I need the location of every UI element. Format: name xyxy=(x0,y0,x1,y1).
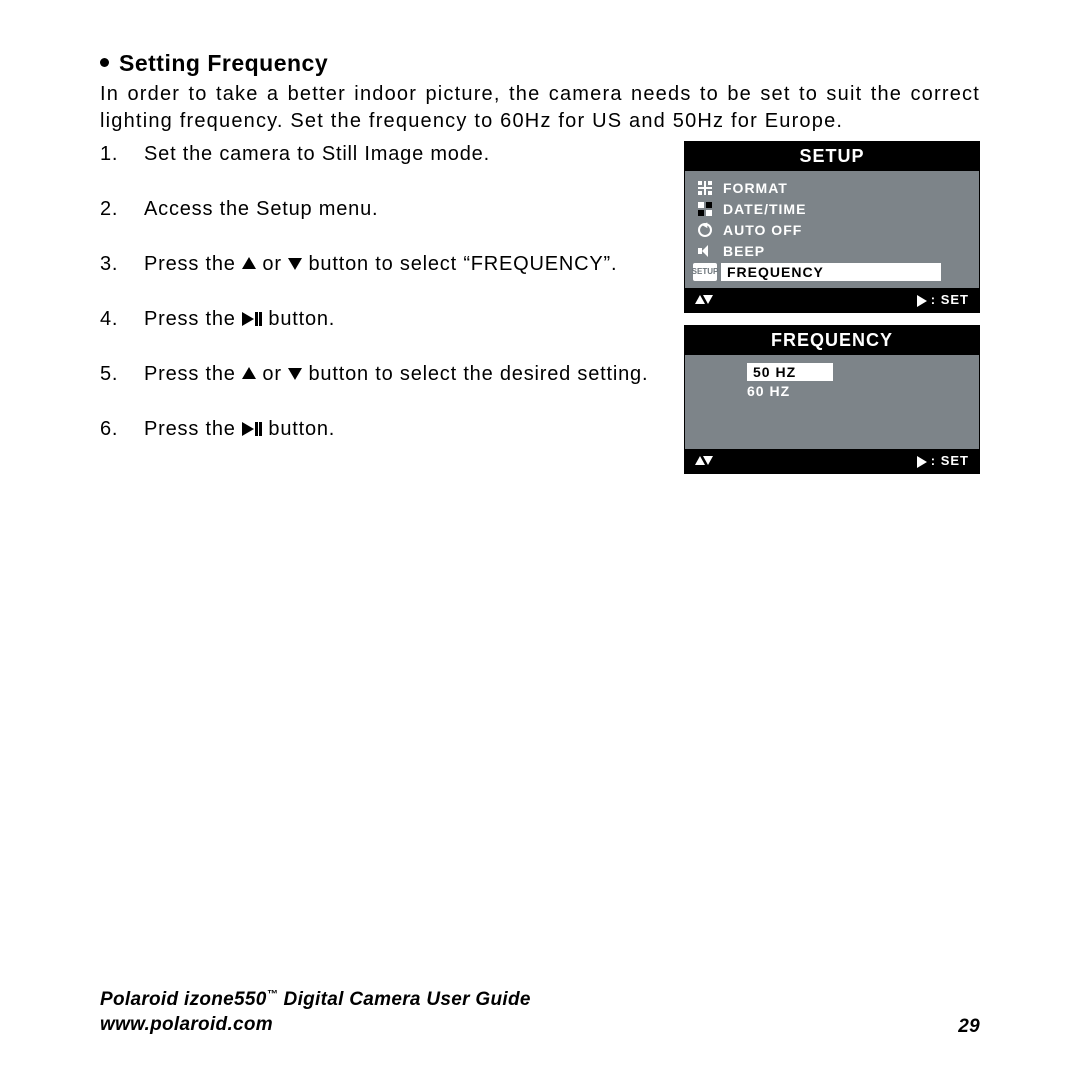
lcd-setup-body: FORMATDATE/TIMEAUTO OFFBEEPSETUPFREQUENC… xyxy=(685,171,979,288)
heading-text: Setting Frequency xyxy=(119,50,328,76)
down-arrow-icon xyxy=(288,258,302,270)
steps-list: 1.Set the camera to Still Image mode. 2.A… xyxy=(100,141,660,471)
lcd-setup-footer: : SET xyxy=(685,288,979,312)
footer-set-text: SET xyxy=(941,453,969,468)
setup-icon: SETUP xyxy=(693,263,717,281)
step-item: 1.Set the camera to Still Image mode. xyxy=(100,141,660,168)
menu-label: AUTO OFF xyxy=(717,222,971,238)
intro-paragraph: In order to take a better indoor picture… xyxy=(100,81,980,135)
menu-item-frequency: SETUPFREQUENCY xyxy=(693,261,971,282)
page-footer: Polaroid izone550™ Digital Camera User G… xyxy=(100,987,980,1038)
updown-icon xyxy=(695,456,713,465)
down-arrow-icon xyxy=(288,368,302,380)
freq-option-60-hz: 60 HZ xyxy=(747,383,971,399)
step-text: Press the button. xyxy=(144,306,660,333)
step-number: 3. xyxy=(100,251,144,278)
menu-item-date-time: DATE/TIME xyxy=(693,198,971,219)
step-text: Press the or button to select “FREQUENCY… xyxy=(144,251,660,278)
lcd-setup: SETUP FORMATDATE/TIMEAUTO OFFBEEPSETUPFR… xyxy=(684,141,980,313)
up-arrow-icon xyxy=(242,257,256,269)
datetime-icon xyxy=(693,202,717,216)
lcd-frequency-title: FREQUENCY xyxy=(685,326,979,355)
right-icon xyxy=(917,456,927,468)
step-number: 6. xyxy=(100,416,144,443)
step-number: 2. xyxy=(100,196,144,223)
footer-left: Polaroid izone550™ Digital Camera User G… xyxy=(100,987,531,1038)
footer-product: Polaroid izone550 xyxy=(100,989,267,1010)
menu-item-auto-off: AUTO OFF xyxy=(693,219,971,240)
step-text: Access the Setup menu. xyxy=(144,196,660,223)
lcd-screenshots: SETUP FORMATDATE/TIMEAUTO OFFBEEPSETUPFR… xyxy=(684,141,980,486)
footer-url: www.polaroid.com xyxy=(100,1012,531,1038)
up-arrow-icon xyxy=(242,367,256,379)
footer-suffix: Digital Camera User Guide xyxy=(278,989,531,1010)
step-item: 2.Access the Setup menu. xyxy=(100,196,660,223)
step-text: Press the button. xyxy=(144,416,660,443)
beep-icon xyxy=(693,245,717,257)
step-item: 6.Press the button. xyxy=(100,416,660,443)
updown-icon xyxy=(695,295,713,304)
menu-item-beep: BEEP xyxy=(693,240,971,261)
page-number: 29 xyxy=(958,1016,980,1038)
bullet-icon xyxy=(100,58,109,67)
step-number: 5. xyxy=(100,361,144,388)
menu-label: FREQUENCY xyxy=(721,263,941,281)
lcd-frequency-body: 50 HZ 60 HZ xyxy=(685,355,979,449)
menu-label: DATE/TIME xyxy=(717,201,971,217)
footer-set: : SET xyxy=(917,292,969,307)
step-item: 5.Press the or button to select the desi… xyxy=(100,361,660,388)
right-icon xyxy=(917,295,927,307)
step-text: Press the or button to select the desire… xyxy=(144,361,660,388)
lcd-frequency: FREQUENCY 50 HZ 60 HZ : SET xyxy=(684,325,980,474)
step-item: 4.Press the button. xyxy=(100,306,660,333)
step-number: 1. xyxy=(100,141,144,168)
lcd-setup-title: SETUP xyxy=(685,142,979,171)
tm-icon: ™ xyxy=(267,988,278,1000)
step-number: 4. xyxy=(100,306,144,333)
footer-title: Polaroid izone550™ Digital Camera User G… xyxy=(100,987,531,1013)
play-pause-icon xyxy=(242,312,262,326)
menu-label: BEEP xyxy=(717,243,971,259)
step-text: Set the camera to Still Image mode. xyxy=(144,141,660,168)
section-heading: Setting Frequency xyxy=(100,50,980,77)
step-item: 3.Press the or button to select “FREQUEN… xyxy=(100,251,660,278)
menu-item-format: FORMAT xyxy=(693,177,971,198)
freq-option-50-hz: 50 HZ xyxy=(747,363,833,381)
autooff-icon xyxy=(693,223,717,237)
play-pause-icon xyxy=(242,422,262,436)
lcd-frequency-footer: : SET xyxy=(685,449,979,473)
format-icon xyxy=(693,181,717,195)
menu-label: FORMAT xyxy=(717,180,971,196)
footer-set-text: SET xyxy=(941,292,969,307)
footer-set: : SET xyxy=(917,453,969,468)
